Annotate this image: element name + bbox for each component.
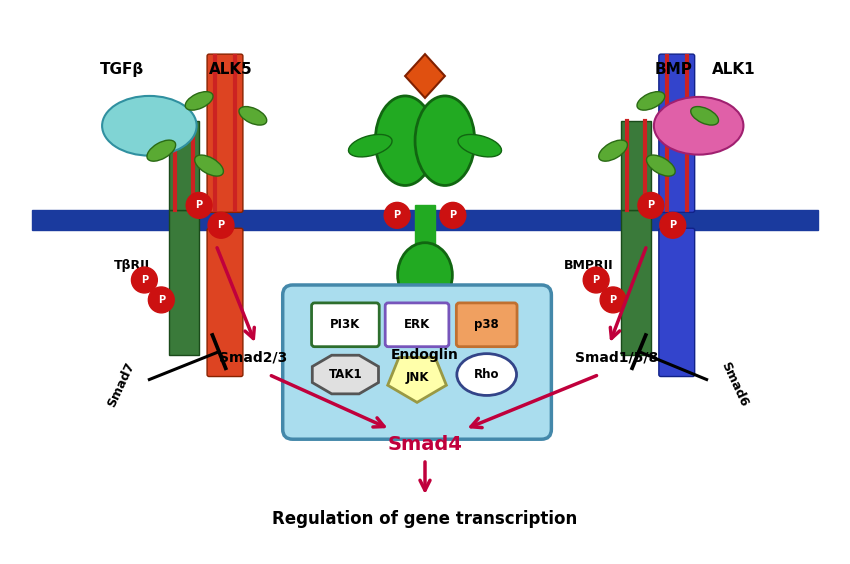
Text: P: P [196, 200, 202, 210]
Circle shape [186, 192, 212, 218]
Text: Endoglin: Endoglin [391, 347, 459, 362]
Ellipse shape [654, 97, 744, 155]
Ellipse shape [598, 140, 627, 161]
Text: BMP: BMP [654, 61, 693, 77]
Text: P: P [394, 210, 400, 221]
Text: P: P [592, 275, 600, 285]
Circle shape [384, 202, 410, 228]
Text: TβRII: TβRII [113, 258, 150, 272]
Ellipse shape [195, 155, 224, 176]
Text: JNK: JNK [405, 371, 428, 384]
Circle shape [208, 212, 234, 238]
Text: P: P [450, 210, 456, 221]
Ellipse shape [185, 91, 213, 110]
Text: Smad6: Smad6 [718, 360, 751, 409]
Bar [621, 210, 651, 355]
Text: P: P [648, 200, 654, 210]
Text: P: P [158, 295, 165, 305]
FancyBboxPatch shape [385, 303, 449, 347]
Ellipse shape [637, 91, 665, 110]
Text: PI3K: PI3K [331, 318, 360, 331]
Text: ERK: ERK [404, 318, 430, 331]
Text: ALK1: ALK1 [711, 61, 756, 77]
Ellipse shape [691, 107, 718, 125]
Circle shape [132, 267, 157, 293]
Circle shape [660, 212, 686, 238]
Ellipse shape [375, 96, 435, 186]
Text: Smad4: Smad4 [388, 435, 462, 453]
Bar [169, 121, 199, 210]
Bar [169, 210, 199, 355]
Text: p38: p38 [474, 318, 499, 331]
Ellipse shape [458, 134, 502, 157]
Text: ALK5: ALK5 [209, 61, 252, 77]
Ellipse shape [647, 155, 675, 176]
Circle shape [440, 202, 466, 228]
Text: Smad1/5/8: Smad1/5/8 [575, 351, 659, 364]
Bar [415, 205, 435, 260]
Ellipse shape [348, 134, 392, 157]
Text: TGFβ: TGFβ [99, 61, 144, 77]
Ellipse shape [102, 96, 196, 156]
Ellipse shape [398, 243, 452, 307]
Circle shape [583, 267, 609, 293]
Text: Rho: Rho [474, 368, 500, 381]
FancyBboxPatch shape [207, 228, 243, 377]
FancyBboxPatch shape [456, 303, 517, 347]
Polygon shape [312, 355, 378, 394]
Text: Regulation of gene transcription: Regulation of gene transcription [272, 510, 578, 528]
Circle shape [600, 287, 626, 313]
Text: Smad7: Smad7 [105, 360, 138, 409]
Text: TAK1: TAK1 [329, 368, 362, 381]
FancyBboxPatch shape [283, 285, 552, 439]
FancyBboxPatch shape [659, 228, 694, 377]
Text: P: P [141, 275, 148, 285]
Text: Smad2/3: Smad2/3 [218, 351, 287, 364]
Text: P: P [669, 221, 677, 230]
Circle shape [149, 287, 174, 313]
Text: P: P [609, 295, 616, 305]
Ellipse shape [456, 354, 517, 395]
Text: P: P [218, 221, 224, 230]
FancyBboxPatch shape [312, 303, 379, 347]
FancyBboxPatch shape [659, 54, 694, 212]
Polygon shape [388, 358, 446, 402]
Polygon shape [405, 54, 445, 98]
Circle shape [638, 192, 664, 218]
Bar [621, 121, 651, 210]
Ellipse shape [147, 140, 176, 161]
Bar [32, 210, 818, 230]
Ellipse shape [415, 96, 475, 186]
FancyBboxPatch shape [207, 54, 243, 212]
Text: BMPRII: BMPRII [564, 258, 614, 272]
Ellipse shape [239, 107, 267, 125]
